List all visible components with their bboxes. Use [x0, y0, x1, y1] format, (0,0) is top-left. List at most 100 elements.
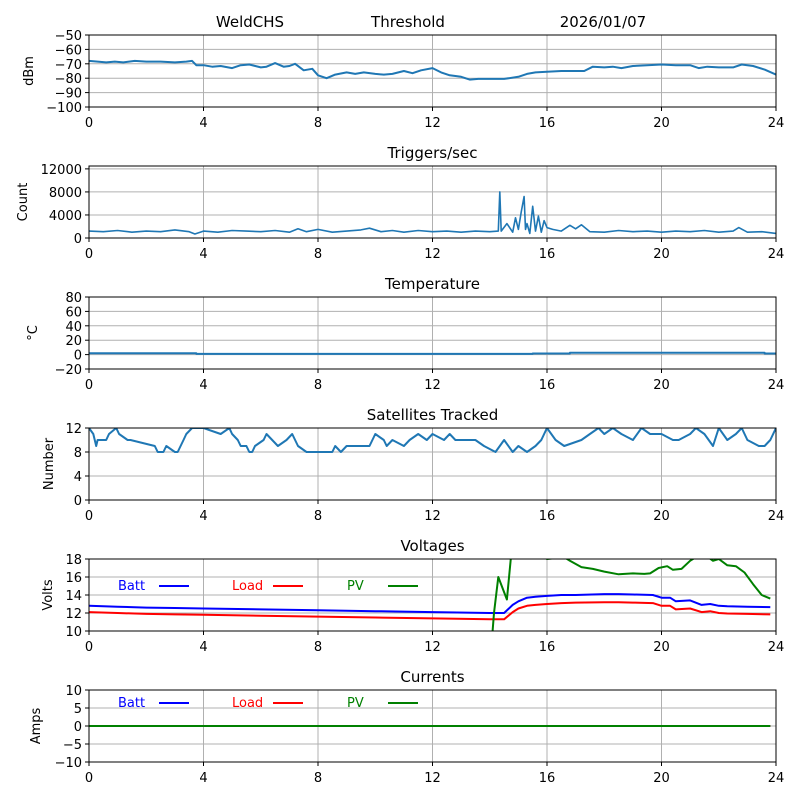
y-tick-label: 8000	[49, 186, 82, 201]
x-tick-label: 24	[768, 509, 785, 524]
y-tick-label: 14	[65, 589, 82, 604]
x-tick-label: 12	[424, 509, 441, 524]
y-axis-label: Number	[42, 437, 57, 490]
x-tick-label: 12	[424, 116, 441, 131]
panel-signal: 0 4 8 12 16 20 24 −100−90−80−70−60−50 dBm	[22, 29, 784, 131]
x-tick-label: 4	[199, 771, 207, 786]
y-tick-label: −90	[55, 87, 82, 102]
x-tick-label: 8	[314, 509, 322, 524]
x-tick-label: 16	[539, 247, 556, 262]
y-tick-label: 10	[65, 625, 82, 640]
series-line-load	[89, 601, 771, 621]
x-tick-label: 20	[653, 116, 670, 131]
x-tick-label: 20	[653, 378, 670, 393]
y-tick-label: 0	[74, 720, 82, 735]
x-tick-label: 16	[539, 378, 556, 393]
legend-label-batt: Batt	[118, 579, 145, 594]
mode-label: Threshold	[370, 13, 445, 31]
y-tick-label: −60	[55, 43, 82, 58]
y-tick-label: −5	[63, 738, 82, 753]
chart-title: Triggers/sec	[387, 144, 478, 162]
y-tick-label: −80	[55, 72, 82, 87]
y-tick-label: −100	[46, 101, 82, 116]
y-tick-label: 10	[65, 684, 82, 699]
x-tick-label: 0	[85, 378, 93, 393]
x-tick-label: 20	[653, 247, 670, 262]
y-axis-label: dBm	[22, 56, 37, 86]
date-label: 2026/01/07	[560, 13, 646, 31]
legend-label-load: Load	[232, 696, 263, 711]
panel-voltages: 0 4 8 12 16 20 24 10 12 14 16 18 Voltages Volts Batt Lo…	[41, 537, 784, 655]
y-tick-label: −70	[55, 58, 82, 73]
x-tick-label: 4	[199, 640, 207, 655]
panel-triggers: 0 4 8 12 16 20 24 0 4000 8000 12000 Triggers/sec Cou…	[16, 144, 784, 262]
x-tick-label: 20	[653, 640, 670, 655]
x-tick-label: 8	[314, 378, 322, 393]
legend-label-pv: PV	[347, 696, 364, 711]
chart-title: Currents	[400, 668, 464, 686]
y-tick-label: 12000	[41, 163, 82, 178]
y-axis-label: Volts	[41, 579, 56, 611]
x-tick-label: 16	[539, 116, 556, 131]
x-tick-label: 24	[768, 378, 785, 393]
x-tick-label: 20	[653, 509, 670, 524]
y-tick-label: 4000	[49, 209, 82, 224]
station-name: WeldCHS	[216, 13, 284, 31]
y-tick-label: −50	[55, 29, 82, 44]
y-tick-label: 80	[65, 291, 82, 306]
panel-satellites: 0 4 8 12 16 20 24 0 4 8 12 Satellites Tracked Number	[42, 406, 784, 524]
x-tick-label: 12	[424, 640, 441, 655]
x-tick-label: 0	[85, 247, 93, 262]
chart-title: Satellites Tracked	[367, 406, 498, 424]
x-tick-label: 8	[314, 771, 322, 786]
x-tick-label: 4	[199, 116, 207, 131]
y-tick-label: 0	[74, 494, 82, 509]
y-tick-label: 40	[65, 320, 82, 335]
y-tick-label: 0	[74, 232, 82, 247]
series-line-signal	[89, 59, 776, 81]
x-tick-label: 12	[424, 247, 441, 262]
x-tick-label: 0	[85, 640, 93, 655]
x-tick-label: 24	[768, 771, 785, 786]
series-line-pv	[491, 559, 771, 631]
y-tick-label: −20	[55, 363, 82, 378]
y-tick-label: 60	[65, 305, 82, 320]
series-line-temperature	[89, 351, 776, 355]
x-tick-label: 24	[768, 640, 785, 655]
y-tick-label: 16	[65, 571, 82, 586]
series-line-triggers	[89, 191, 776, 235]
y-tick-label: −10	[55, 756, 82, 771]
y-tick-label: 0	[74, 349, 82, 364]
legend-label-pv: PV	[347, 579, 364, 594]
y-tick-label: 4	[74, 470, 82, 485]
x-tick-label: 8	[314, 116, 322, 131]
y-tick-label: 5	[74, 702, 82, 717]
y-tick-label: 12	[65, 607, 82, 622]
legend-label-load: Load	[232, 579, 263, 594]
x-tick-label: 12	[424, 378, 441, 393]
x-tick-label: 12	[424, 771, 441, 786]
x-tick-label: 0	[85, 771, 93, 786]
y-tick-label: 8	[74, 446, 82, 461]
x-tick-label: 20	[653, 771, 670, 786]
x-tick-label: 8	[314, 247, 322, 262]
y-tick-label: 18	[65, 553, 82, 568]
x-tick-label: 16	[539, 509, 556, 524]
chart-title: Voltages	[400, 537, 464, 555]
x-tick-label: 4	[199, 378, 207, 393]
x-tick-label: 4	[199, 247, 207, 262]
y-tick-label: 12	[65, 422, 82, 437]
x-tick-label: 16	[539, 640, 556, 655]
x-tick-label: 0	[85, 509, 93, 524]
x-tick-label: 4	[199, 509, 207, 524]
y-axis-label: Amps	[29, 707, 44, 744]
legend-label-batt: Batt	[118, 696, 145, 711]
x-tick-label: 16	[539, 771, 556, 786]
series-line-batt	[89, 593, 771, 614]
chart-title: Temperature	[384, 275, 480, 293]
x-tick-label: 24	[768, 116, 785, 131]
series-line-satellites	[89, 428, 776, 453]
y-axis-label: Count	[16, 183, 31, 222]
